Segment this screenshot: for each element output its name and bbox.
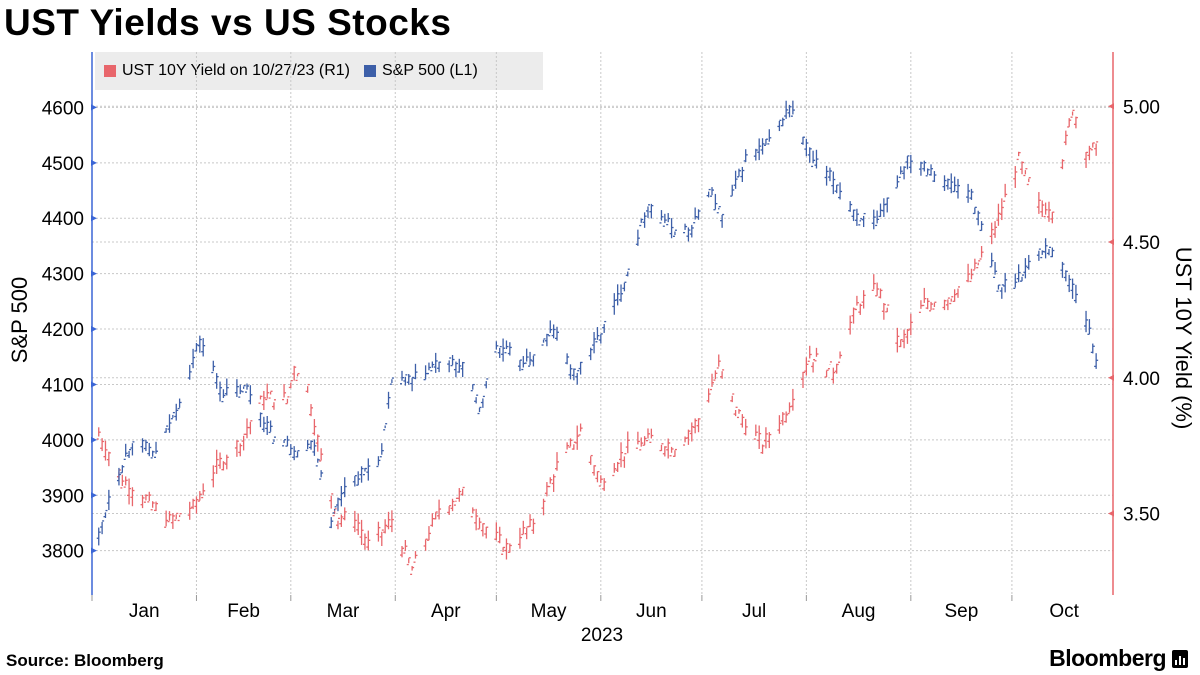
left-tick-label: 4100 [42, 375, 84, 396]
left-tick-label: 3900 [42, 486, 84, 507]
legend-label-yield: UST 10Y Yield on 10/27/23 (R1) [122, 62, 350, 79]
left-tick-label: 4000 [42, 431, 84, 452]
x-tick-label: Feb [227, 601, 260, 622]
left-tick-mark [91, 326, 97, 333]
x-tick-label: Jul [742, 601, 766, 622]
chart-axes: Jan Feb Mar Apr May Jun Jul Aug Sep Oct 3800 3900 40… [42, 52, 1160, 622]
legend-swatch-spx [364, 65, 376, 77]
right-tick-label: 5.00 [1123, 97, 1160, 118]
left-tick-mark [91, 104, 97, 111]
x-tick-label: May [531, 601, 567, 622]
x-axis-title: 2023 [581, 625, 623, 646]
page-title: UST Yields vs US Stocks [4, 2, 452, 43]
series-bars [96, 100, 1099, 546]
legend-label-spx: S&P 500 (L1) [382, 62, 478, 79]
legend-item-yield: UST 10Y Yield on 10/27/23 (R1) [104, 62, 350, 80]
left-tick-label: 4300 [42, 265, 84, 286]
left-tick-label: 3800 [42, 542, 84, 563]
right-tick-mark [1108, 510, 1114, 517]
right-tick-mark [1108, 374, 1114, 381]
left-tick-mark [91, 492, 97, 499]
left-tick-mark [91, 159, 97, 166]
left-tick-label: 4400 [42, 209, 84, 230]
left-tick-mark [91, 436, 97, 443]
right-tick-label: 4.50 [1123, 233, 1160, 254]
chart-grid [92, 52, 1113, 595]
source-note: Source: Bloomberg [6, 651, 164, 670]
series-bars [96, 109, 1099, 575]
x-tick-label: Jan [129, 601, 160, 622]
x-tick-label: Apr [431, 601, 461, 622]
left-tick-mark [91, 215, 97, 222]
bloomberg-logo: Bloomberg [1049, 645, 1188, 672]
legend-item-spx: S&P 500 (L1) [364, 62, 478, 80]
left-tick-mark [91, 270, 97, 277]
left-axis-title: S&P 500 [7, 277, 32, 363]
x-tick-label: Sep [944, 601, 978, 622]
yield-series [96, 109, 1099, 575]
right-tick-label: 3.50 [1123, 505, 1160, 526]
left-tick-mark [91, 381, 97, 388]
right-tick-label: 4.00 [1123, 369, 1160, 390]
brand-text: Bloomberg [1049, 645, 1166, 671]
bloomberg-terminal-icon [1172, 649, 1188, 668]
left-tick-mark [91, 547, 97, 554]
left-tick-label: 4500 [42, 154, 84, 175]
x-tick-label: Oct [1049, 601, 1079, 622]
x-tick-label: Mar [327, 601, 360, 622]
left-tick-label: 4600 [42, 98, 84, 119]
right-tick-mark [1108, 239, 1114, 246]
right-tick-mark [1108, 103, 1114, 110]
x-tick-label: Jun [636, 601, 667, 622]
spx-series [96, 100, 1099, 546]
x-tick-label: Aug [842, 601, 876, 622]
chart-legend: UST 10Y Yield on 10/27/23 (R1) S&P 500 (… [95, 52, 543, 90]
left-tick-label: 4200 [42, 320, 84, 341]
right-axis-title: UST 10Y Yield (%) [1171, 247, 1196, 430]
legend-swatch-yield [104, 65, 116, 77]
